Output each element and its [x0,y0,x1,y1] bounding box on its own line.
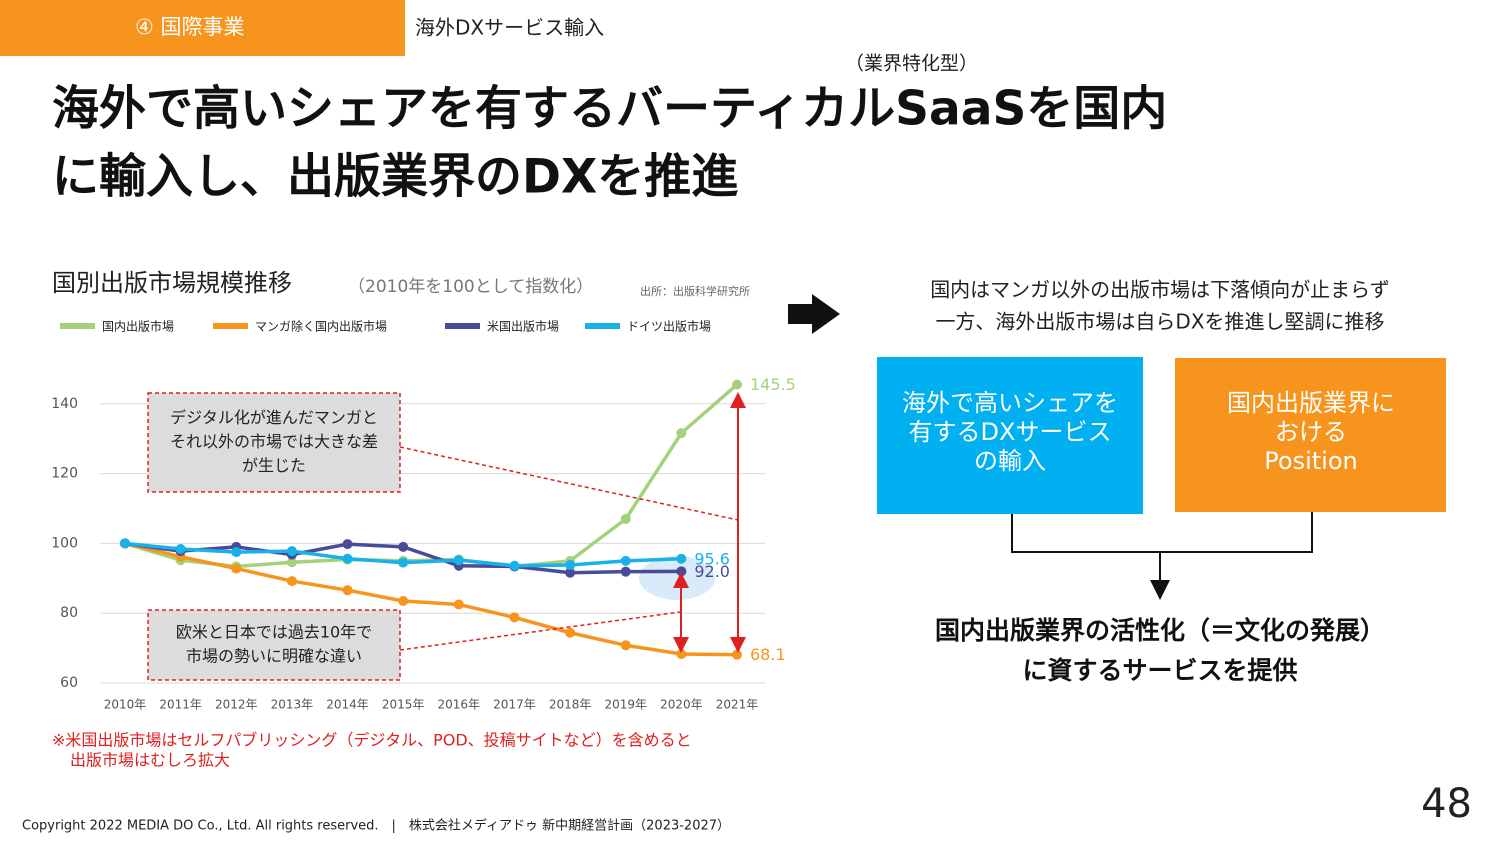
data-point [398,595,409,606]
page-number: 48 [1421,781,1472,827]
title: 海外で高いシェアを有するバーティカルSaaSを国内 [52,82,1167,137]
data-point [620,566,631,577]
legend-swatch [213,323,248,329]
data-point [231,547,242,558]
copyright: Copyright 2022 MEDIA DO Co., Ltd. All ri… [22,818,730,834]
data-point [120,538,130,549]
box-text: おける [1275,418,1347,446]
callout-line [399,611,681,651]
box-text: の輸入 [974,447,1046,475]
data-point [453,555,464,566]
data-label: 145.5 [750,375,796,394]
callout-text: それ以外の市場では大きな差 [170,432,378,451]
series-line [124,541,738,657]
callout-box [147,392,401,493]
data-point [620,513,631,524]
data-point [676,649,687,660]
legend-swatch [445,323,480,329]
y-tick-label: 120 [51,466,78,482]
data-point [342,553,353,564]
result-text: に資するサービスを提供 [1022,656,1297,685]
y-tick-label: 80 [60,605,78,621]
data-label: 95.6 [694,549,730,568]
data-point [286,546,297,557]
data-point [676,428,687,439]
connector [1011,512,1313,553]
chart-subtitle: （2010年を100として指数化） [348,277,593,297]
y-tick-label: 140 [51,396,78,412]
x-tick-label: 2013年 [271,698,314,712]
title: に輸入し、出版業界のDXを推進 [52,150,738,205]
content: 国別出版市場規模推移 （2010年を100として指数化） 出所：出版科学研究所国内出… [22,269,1472,834]
x-tick-label: 2019年 [604,698,647,712]
data-point [565,560,576,571]
data-point [565,627,576,638]
data-point [620,640,631,651]
arrow-icon [788,294,840,334]
x-tick-label: 2012年 [215,698,258,712]
footnote: 出版市場はむしろ拡大 [70,751,230,770]
data-point [342,585,353,596]
box [877,357,1143,514]
lead-text: 国内はマンガ以外の出版市場は下落傾向が止まらず [930,278,1390,302]
chart-title: 国別出版市場規模推移 [52,269,292,297]
data-point [565,567,576,578]
x-tick-label: 2014年 [326,698,369,712]
x-tick-label: 2021年 [716,698,759,712]
callout-text: 欧米と日本では過去10年で [176,623,372,642]
result-text: 国内出版業界の活性化（＝文化の発展） [935,616,1385,645]
x-tick-label: 2015年 [382,698,425,712]
section-tab [0,0,405,56]
data-point [342,539,353,550]
legend-swatch [585,323,620,329]
legend-label: マンガ除く国内出版市場 [255,319,387,334]
data-point [453,599,464,610]
data-point [509,612,520,623]
data-point [732,649,742,660]
data-point [732,379,742,390]
x-tick-label: 2017年 [493,698,536,712]
data-point [175,543,186,554]
data-point [620,555,631,566]
callout-box [147,609,401,681]
box [1175,358,1446,512]
data-point [509,560,520,571]
callout-text: 市場の勢いに明確な違い [186,647,362,666]
legend-label: ドイツ出版市場 [627,319,711,334]
data-point [676,553,687,564]
x-tick-label: 2020年 [660,698,703,712]
x-tick-label: 2011年 [159,698,202,712]
data-point [231,563,242,574]
data-label: 92.0 [694,562,730,581]
note: （業界特化型） [845,53,978,75]
callout-text: が生じた [242,456,306,475]
box-text: 海外で高いシェアを [902,389,1118,417]
y-tick-label: 100 [51,535,78,551]
footnote: ※米国出版市場はセルフパブリッシング（デジタル、POD、投稿サイトなど）を含める… [52,731,692,750]
legend-label: 国内出版市場 [102,319,174,334]
lead-text: 一方、海外出版市場は自らDXを推進し堅調に推移 [935,310,1384,334]
data-point [286,576,297,587]
chart-source: 出所：出版科学研究所 [640,284,750,298]
data-point [398,557,409,568]
y-tick-label: 60 [60,675,78,691]
box-text: 国内出版業界に [1227,389,1395,417]
legend-swatch [60,323,95,329]
box-text: Position [1264,447,1357,475]
data-point [398,541,409,552]
data-point [676,566,687,577]
box-text: 有するDXサービス [909,418,1112,446]
callout-line [399,446,739,521]
x-tick-label: 2016年 [438,698,481,712]
section: ④ 国際事業 [135,15,245,39]
callout-text: デジタル化が進んだマンガと [170,408,378,427]
data-point [286,557,297,568]
x-tick-label: 2018年 [549,698,592,712]
x-tick-label: 2010年 [104,698,147,712]
legend-label: 米国出版市場 [487,319,559,334]
topic: 海外DXサービス輸入 [415,16,604,40]
data-label: 68.1 [750,645,786,664]
